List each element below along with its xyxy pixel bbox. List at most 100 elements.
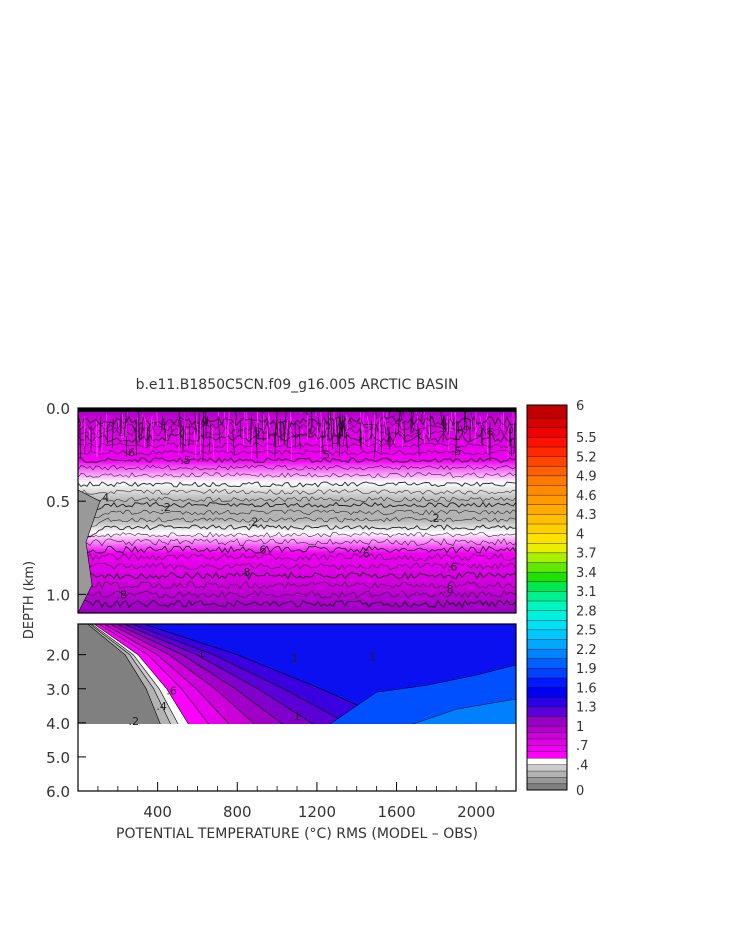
- colorbar-band: [526, 738, 568, 746]
- contour-label: .8: [240, 566, 251, 579]
- y-tick-label: 0.0: [46, 400, 70, 418]
- colorbar-band: [526, 533, 568, 544]
- contour-label: .5: [180, 454, 191, 467]
- upper-contours: [78, 408, 516, 613]
- colorbar-band: [526, 716, 568, 727]
- colorbar-band: [526, 465, 568, 477]
- y-tick-label: 2.0: [46, 647, 70, 665]
- colorbar-tick-label: 1: [576, 720, 584, 735]
- colorbar-band: [526, 639, 568, 650]
- contour-label: .6: [359, 547, 370, 560]
- colorbar-tick-label: 3.1: [576, 585, 597, 600]
- colorbar-frame: [526, 404, 568, 791]
- colorbar-band: [526, 600, 568, 611]
- colorbar-band: [526, 494, 568, 505]
- colorbar-band: [526, 619, 568, 631]
- colorbar-band: [526, 764, 568, 772]
- colorbar-band: [526, 475, 568, 486]
- colorbar-tick-label: 2.8: [576, 604, 597, 619]
- colorbar: 6 5.5 5.2 4.9 4.6 4.3 4 3.7 3.4 3.1 2.8 2.5 2.2 1.9 1.…: [526, 399, 597, 799]
- colorbar-band: [526, 770, 568, 778]
- upper-contour-labels: .4 .6 .5 .5 .5 .2 .2 .2 .6 .6 .6 .8 .8 .8: [99, 445, 462, 602]
- colorbar-band: [526, 757, 568, 765]
- contour-label: .8: [443, 583, 454, 596]
- colorbar-band: [526, 696, 568, 708]
- colorbar-band: [526, 658, 568, 669]
- colorbar-band: [526, 542, 568, 554]
- y-tick-label: 0.5: [46, 493, 70, 511]
- lower-field: [78, 624, 516, 724]
- colorbar-band: [526, 629, 568, 640]
- colorbar-band: [526, 562, 568, 573]
- y-tick-label: 4.0: [46, 715, 70, 733]
- colorbar-tick-label: 5.5: [576, 431, 597, 446]
- colorbar-band: [526, 610, 568, 621]
- y-tick-label: 6.0: [46, 783, 70, 801]
- contour-label: .6: [447, 560, 458, 573]
- y-tick-label: 3.0: [46, 681, 70, 699]
- y-tick-label: 1.0: [46, 586, 70, 604]
- contour-label: .2: [429, 512, 440, 525]
- colorbar-tick-label: .4: [576, 758, 588, 773]
- colorbar-band: [526, 776, 568, 785]
- colorbar-tick-label: 0: [576, 784, 584, 799]
- colorbar-tick-label: 1.9: [576, 662, 597, 677]
- colorbar-band: [526, 783, 568, 791]
- colorbar-tick-label: .7: [576, 739, 588, 754]
- colorbar-band: [526, 687, 568, 698]
- colorbar-band: [526, 732, 568, 740]
- colorbar-tick-label: 6: [576, 399, 584, 414]
- y-axis-label: DEPTH (km): [22, 561, 37, 639]
- colorbar-band: [526, 404, 568, 419]
- colorbar-band: [526, 706, 568, 717]
- contour-label: .2: [128, 715, 139, 728]
- colorbar-band: [526, 436, 568, 448]
- contour-label: .6: [166, 684, 177, 697]
- colorbar-tick-label: 4.9: [576, 470, 597, 485]
- colorbar-tick-label: 4: [576, 527, 584, 542]
- colorbar-band: [526, 744, 568, 752]
- axes: 400 800 1200 1600 2000 0.0 0.5 1.0 2.0 3.0 4.0 5.0 6…: [46, 400, 497, 821]
- x-tick-label: 2000: [457, 803, 495, 821]
- colorbar-band: [526, 677, 568, 688]
- contour-label: .4: [156, 700, 167, 713]
- colorbar-band: [526, 751, 568, 759]
- colorbar-band: [526, 725, 568, 733]
- colorbar-band: [526, 513, 568, 525]
- colorbar-tick-label: 3.7: [576, 547, 597, 562]
- colorbar-band: [526, 648, 568, 659]
- x-tick-label: 400: [143, 803, 172, 821]
- x-tick-label: 800: [223, 803, 252, 821]
- colorbar-band: [526, 446, 568, 457]
- upper-panel: .4 .6 .5 .5 .5 .2 .2 .2 .6 .6 .6 .8 .8 .8: [77, 407, 517, 614]
- colorbar-band: [526, 485, 568, 496]
- colorbar-bands: [526, 404, 568, 791]
- colorbar-band: [526, 523, 568, 534]
- colorbar-labels: 6 5.5 5.2 4.9 4.6 4.3 4 3.7 3.4 3.1 2.8 2.5 2.2 1.9 1.…: [576, 399, 597, 799]
- colorbar-band: [526, 571, 568, 582]
- colorbar-tick-label: 5.2: [576, 450, 597, 465]
- colorbar-tick-label: 1.6: [576, 681, 597, 696]
- x-tick-label: 1600: [377, 803, 415, 821]
- contour-label: 1: [198, 647, 205, 660]
- colorbar-band: [526, 581, 568, 592]
- x-axis-label: POTENTIAL TEMPERATURE (°C) RMS (MODEL – …: [116, 826, 478, 842]
- contour-label: 1: [294, 710, 301, 723]
- colorbar-tick-label: 4.6: [576, 489, 597, 504]
- colorbar-tick-label: 2.5: [576, 624, 597, 639]
- upper-frame: [77, 407, 517, 614]
- contour-label: .6: [256, 544, 267, 557]
- colorbar-band: [526, 667, 568, 679]
- colorbar-band: [526, 427, 568, 438]
- y-tick-label: 5.0: [46, 749, 70, 767]
- colorbar-band: [526, 417, 568, 428]
- colorbar-band: [526, 504, 568, 515]
- colorbar-tick-label: 2.2: [576, 643, 597, 658]
- x-tick-label: 1200: [298, 803, 336, 821]
- contour-label: .2: [160, 501, 171, 514]
- contour-label: .2: [248, 516, 259, 529]
- chart-title: b.e11.B1850C5CN.f09_g16.005 ARCTIC BASIN: [136, 377, 459, 393]
- colorbar-tick-label: 4.3: [576, 508, 597, 523]
- colorbar-band: [526, 552, 568, 563]
